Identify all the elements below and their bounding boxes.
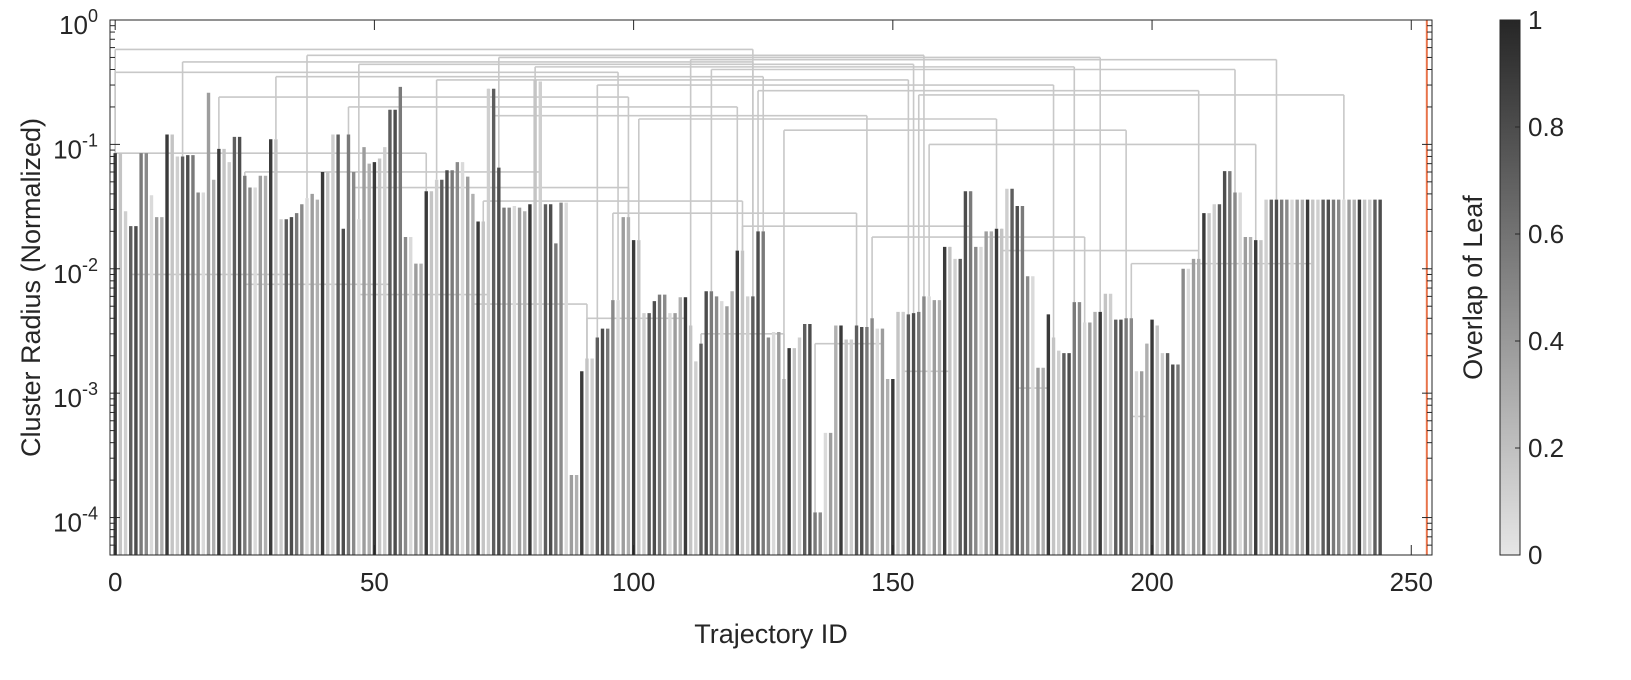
colorbar-tick-label: 0.2 [1528, 433, 1564, 463]
y-tick-label: 10-3 [53, 379, 98, 413]
colorbar-ticks: 0 0.2 0.4 0.6 0.8 1 [1515, 5, 1564, 570]
leaf-bars-group [113, 79, 1382, 555]
x-axis: 0 50 100 150 200 250 [108, 20, 1433, 597]
y-tick-label: 10-1 [53, 130, 98, 164]
colorbar-tick-label: 0.6 [1528, 219, 1564, 249]
x-axis-label: Trajectory ID [694, 619, 848, 649]
colorbar-tick-label: 0.4 [1528, 326, 1564, 356]
y-tick-label: 10-4 [53, 504, 98, 538]
x-tick-label: 100 [612, 567, 655, 597]
colorbar [1499, 19, 1521, 556]
y-axis: 10-4 10-3 10-2 10-1 100 [53, 6, 1432, 556]
x-tick-label: 200 [1130, 567, 1173, 597]
merge-lines-group [114, 48, 1345, 513]
y-tick-label: 100 [59, 6, 98, 40]
colorbar-tick-label: 0 [1528, 540, 1542, 570]
x-tick-label: 250 [1390, 567, 1433, 597]
x-tick-label: 50 [360, 567, 389, 597]
x-tick-label: 0 [108, 567, 122, 597]
y-tick-label: 10-2 [53, 255, 98, 289]
colorbar-label: Overlap of Leaf [1458, 195, 1488, 380]
y-axis-label: Cluster Radius (Normalized) [16, 118, 46, 457]
plot-frame [109, 19, 1433, 556]
colorbar-tick-label: 0.8 [1528, 112, 1564, 142]
x-tick-label: 150 [871, 567, 914, 597]
colorbar-tick-label: 1 [1528, 5, 1542, 35]
